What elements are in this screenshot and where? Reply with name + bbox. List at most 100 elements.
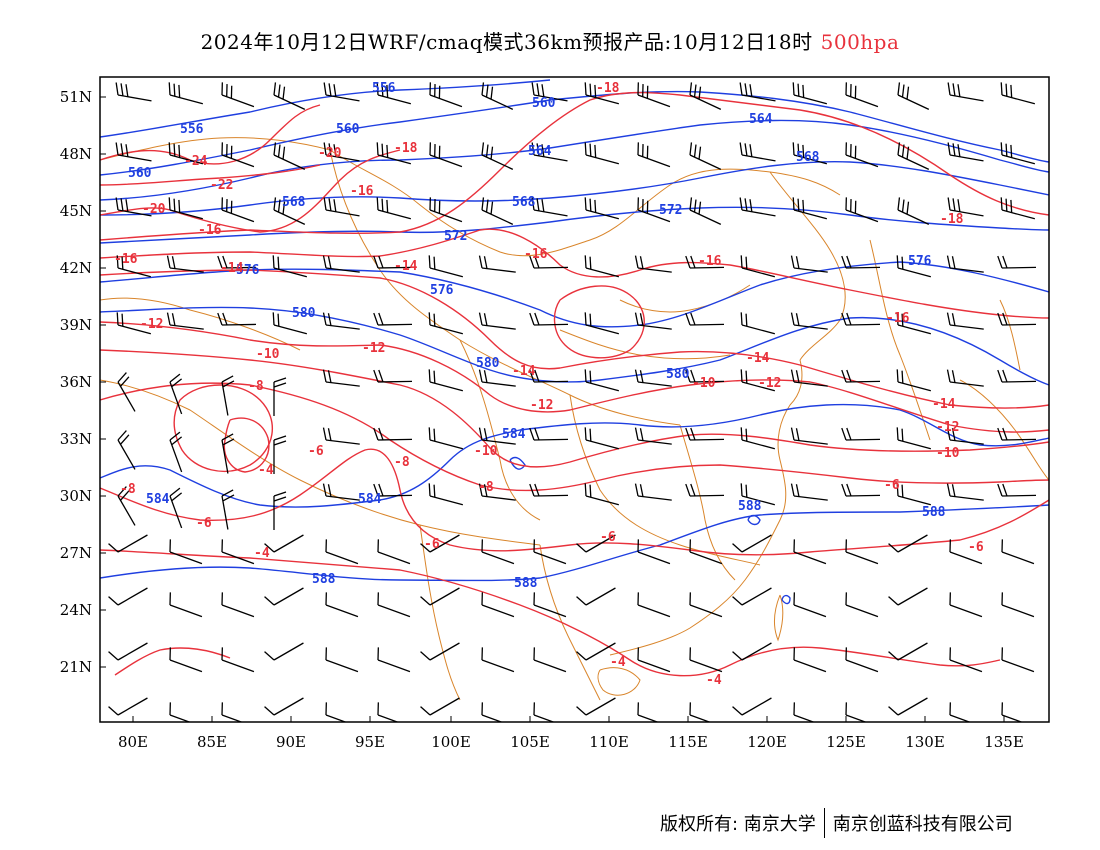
wind-barb	[533, 592, 567, 618]
height-label: 580	[476, 356, 500, 371]
wind-barb	[377, 539, 411, 565]
height-label: 588	[738, 499, 762, 514]
wind-barb	[322, 483, 360, 501]
wind-barb	[946, 255, 984, 273]
temp-label: -12	[936, 420, 959, 435]
height-label: 568	[282, 195, 306, 210]
wind-barb	[1000, 82, 1036, 105]
wind-barb	[116, 255, 152, 278]
wind-barb	[790, 369, 828, 387]
wind-barb	[117, 486, 136, 526]
wind-barb	[221, 197, 255, 223]
height-label: 588	[922, 505, 946, 520]
plot-background	[100, 77, 1049, 722]
temp-label: -6	[308, 444, 324, 459]
wind-barb	[420, 534, 460, 553]
wind-barb	[116, 312, 152, 335]
wind-barb	[377, 592, 411, 618]
wind-barb	[221, 142, 255, 168]
height-label: 568	[796, 150, 820, 165]
temp-label: -8	[394, 455, 410, 470]
wind-barb	[637, 702, 671, 722]
height-label: 564	[749, 112, 773, 127]
wind-barb	[533, 539, 567, 565]
temp-label: -22	[210, 178, 233, 193]
boundary-line	[597, 667, 641, 696]
wind-barb	[325, 592, 359, 618]
wind-barb	[166, 255, 204, 273]
wind-barb	[584, 197, 620, 220]
wind-barb	[529, 312, 569, 326]
wind-barb	[117, 430, 136, 470]
wind-barb	[481, 142, 514, 170]
wind-barb	[429, 197, 463, 223]
height-label: 556	[372, 81, 396, 96]
wind-barb	[896, 312, 932, 335]
wind-barb	[322, 427, 360, 445]
wind-barb	[897, 142, 930, 170]
wind-barb	[325, 539, 359, 565]
height-line-576	[100, 261, 1049, 328]
wind-barb	[323, 197, 360, 217]
wind-barb	[481, 82, 514, 110]
temp-label: -12	[758, 376, 781, 391]
wind-barb	[533, 702, 567, 722]
wind-barb	[108, 697, 148, 716]
temp-label: -8	[248, 379, 264, 394]
wind-barb	[790, 255, 828, 273]
height-label: 584	[146, 492, 170, 507]
wind-barb	[997, 255, 1037, 269]
lon-tick-label: 85E	[197, 733, 227, 751]
height-labels: 556 556 560 560 560 564 564 568 568 568 …	[128, 81, 946, 591]
temp-label: -14	[512, 364, 536, 379]
height-label: 584	[358, 492, 382, 507]
wind-barb	[888, 534, 928, 553]
wind-barb	[841, 427, 881, 441]
title-level: 500hpa	[820, 30, 900, 54]
temp-line--4-small	[114, 647, 231, 676]
boundary-line	[100, 297, 301, 351]
wind-barb	[1001, 702, 1035, 722]
wind-barb	[221, 375, 235, 416]
wind-barb	[576, 697, 616, 716]
wind-barb	[531, 142, 568, 162]
wind-barb	[576, 534, 616, 553]
wind-barb	[946, 483, 984, 501]
wind-barb	[949, 539, 983, 565]
temp-label: -10	[474, 444, 498, 459]
wind-barb	[685, 483, 725, 497]
temp-label: -20	[142, 202, 166, 217]
wind-barb	[841, 255, 881, 269]
wind-barb	[481, 647, 515, 673]
lon-tick-label: 95E	[355, 733, 385, 751]
wind-barb	[739, 197, 776, 217]
wind-barb	[478, 427, 516, 445]
wind-barb	[478, 255, 516, 273]
temp-label: -16	[886, 311, 910, 326]
wind-barb	[584, 312, 620, 335]
boundary-line	[100, 379, 541, 546]
wind-barb	[732, 534, 772, 553]
longitude-axis: 80E 85E 90E 95E 100E 105E 110E 115E 120E…	[118, 733, 1024, 751]
boundary-line	[869, 239, 931, 441]
wind-barb	[221, 647, 255, 673]
copyright-footer: 版权所有: 南京大学 南京创蓝科技有限公司	[660, 808, 1013, 838]
height-label: 560	[336, 122, 360, 137]
wind-barb	[273, 377, 287, 416]
wind-barb	[740, 483, 776, 506]
height-line-568	[100, 161, 1049, 216]
height-line-556	[100, 79, 551, 138]
lon-tick-label: 100E	[431, 733, 471, 751]
wind-barbs	[108, 82, 1037, 722]
temp-line-loop-center	[553, 285, 645, 359]
wind-barb	[273, 435, 287, 474]
wind-barb	[272, 255, 308, 278]
height-label: 560	[532, 96, 556, 111]
temperature-contours	[100, 91, 1049, 677]
wind-barb	[168, 142, 204, 165]
wind-barb	[841, 369, 881, 383]
wind-barb	[273, 491, 287, 530]
latitude-axis: 51N 48N 45N 42N 39N 36N 33N 30N 27N 24N …	[60, 88, 92, 676]
height-label: 572	[444, 229, 467, 244]
